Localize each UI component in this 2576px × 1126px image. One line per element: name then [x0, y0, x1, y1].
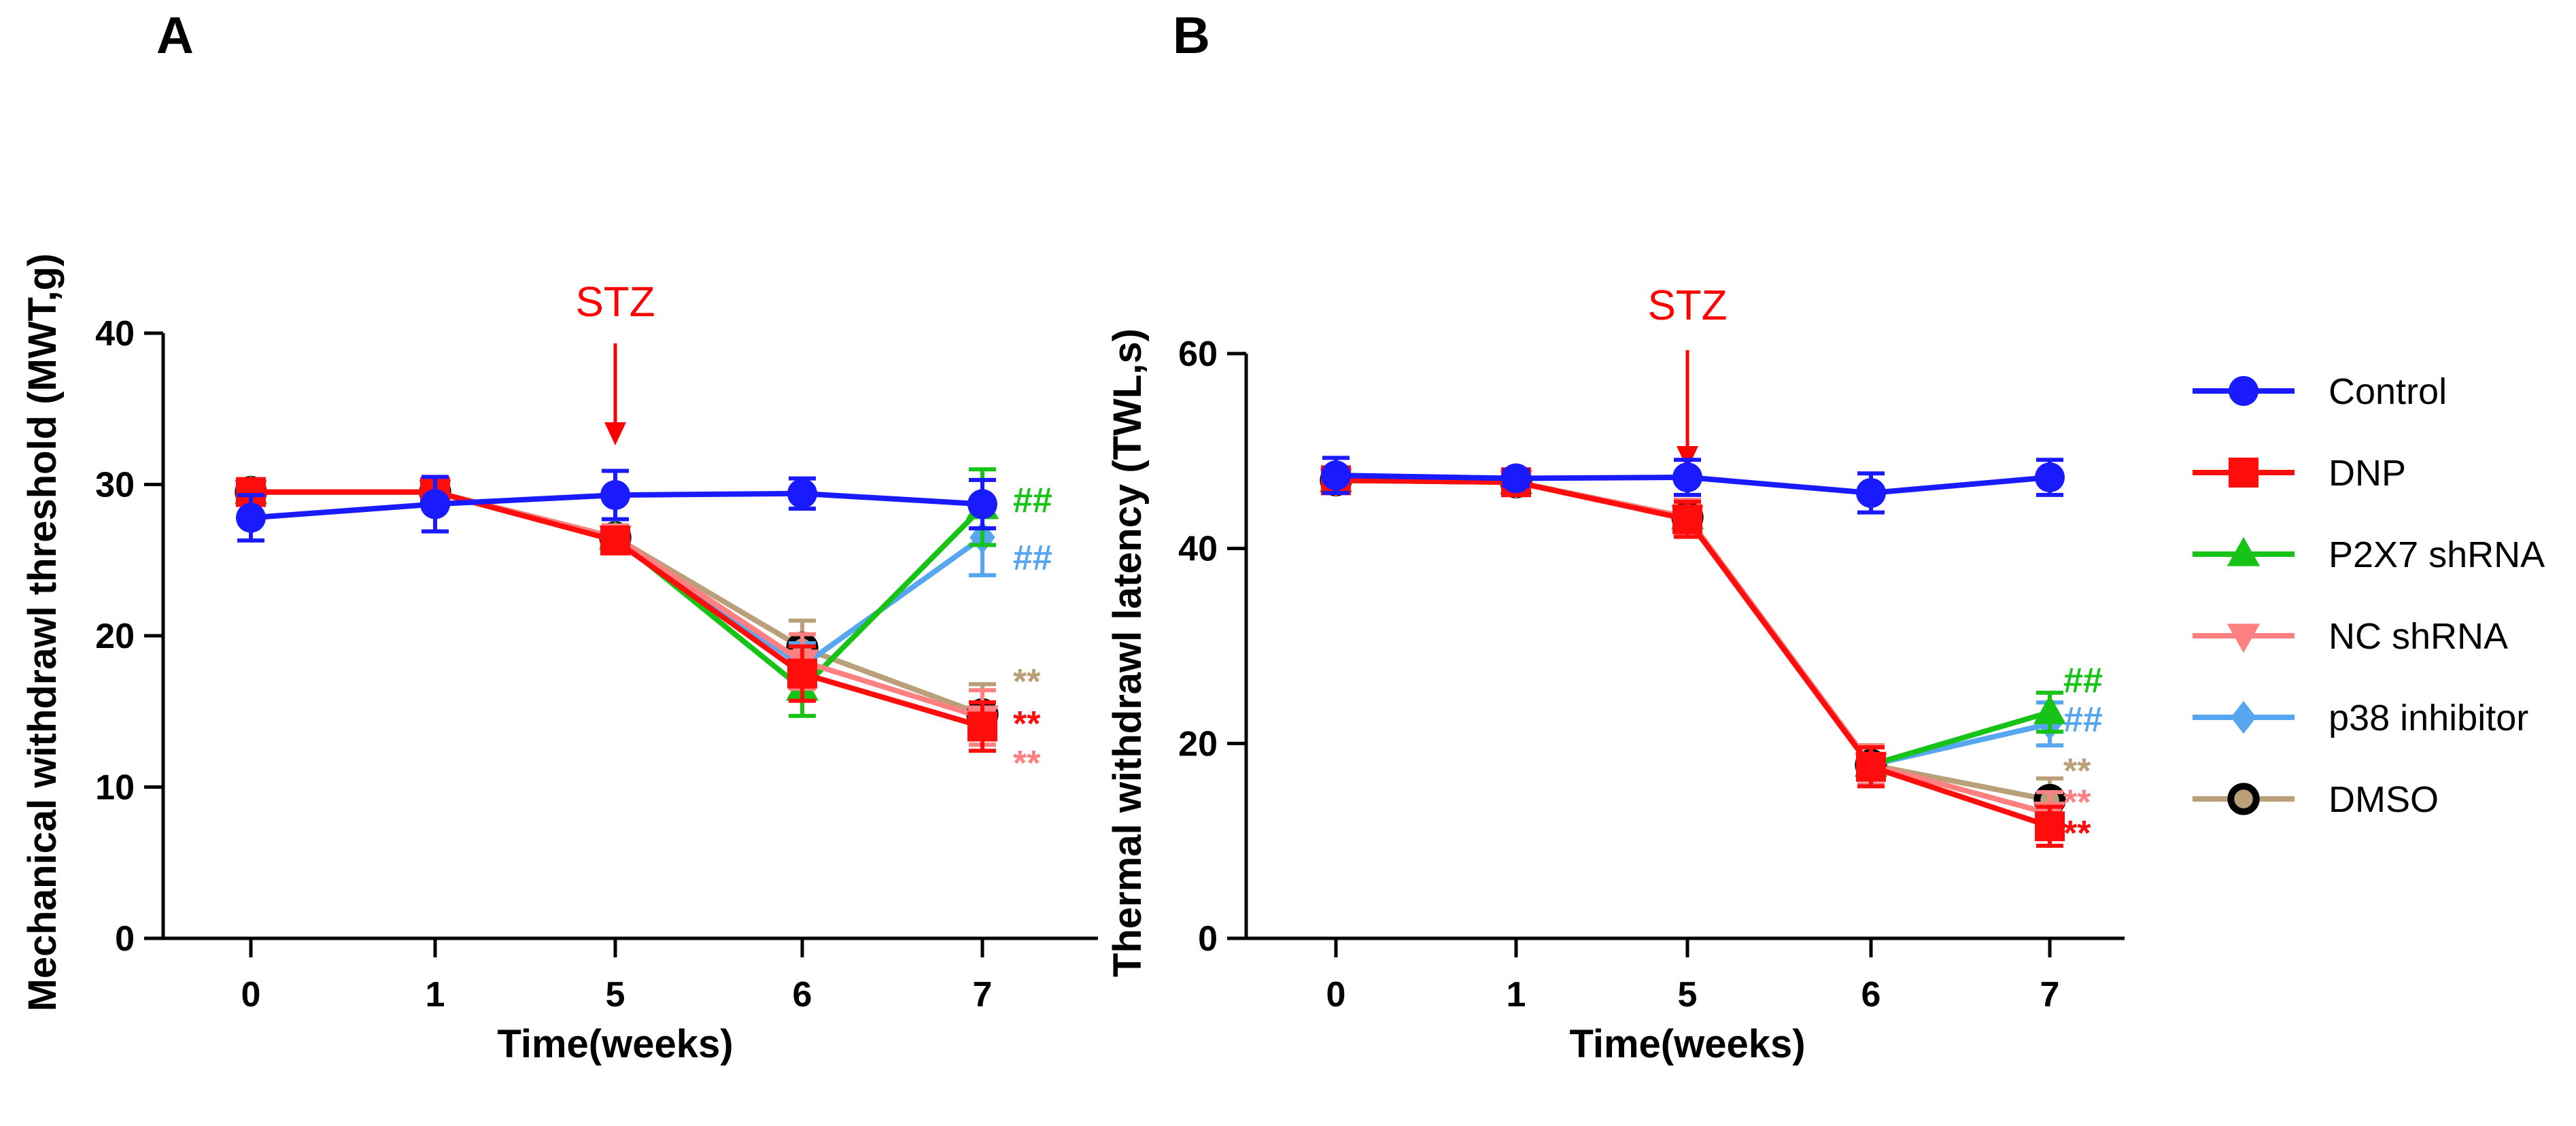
panel-a-x-tick-label: 5 [606, 975, 625, 1014]
panel-a-chart: A Mechanical withdrawl threshold (MWT,g)… [20, 7, 1098, 1066]
legend-marker [2231, 700, 2256, 734]
panel-b-x-tick-label: 5 [1678, 975, 1698, 1014]
panel-a-y-axis-title: Mechanical withdrawl threshold (MWT,g) [20, 254, 65, 1012]
panel-b-y-tick-label: 60 [1178, 335, 1218, 374]
panel-a-control-point [967, 489, 997, 519]
panel-b-significance-label: ## [2063, 661, 2103, 700]
panel-b-x-tick-label: 0 [1326, 975, 1346, 1014]
legend-label: Control [2329, 371, 2447, 412]
panel-a-series-control [236, 468, 997, 543]
panel-b-significance-label: ** [2063, 783, 2091, 822]
panel-a-stz-label: STZ [575, 279, 655, 326]
legend-marker [2229, 376, 2259, 406]
panel-b-chart: B Thermal withdrawl latency (TWL,s) Time… [1105, 7, 2125, 1066]
panel-a-significance-label: ** [1013, 704, 1041, 744]
panel-a-control-point [600, 480, 630, 511]
panel-b-letter: B [1173, 7, 1210, 65]
panel-b-control-point [1672, 462, 1702, 493]
panel-b-stz-label: STZ [1647, 282, 1727, 329]
panel-a-y-tick-label: 40 [95, 314, 135, 354]
panel-b-control-point [1501, 463, 1531, 494]
panel-b-y-tick-label: 40 [1178, 530, 1218, 569]
panel-b-stz-arrow-head [1677, 446, 1698, 469]
panel-a-x-axis-title: Time(weeks) [497, 1022, 733, 1066]
panel-b-x-axis-title: Time(weeks) [1569, 1022, 1805, 1066]
panel-b-x-tick-label: 7 [2040, 975, 2060, 1014]
panel-a-significance-label: ## [1013, 481, 1052, 520]
panel-a-x-tick-label: 7 [973, 975, 993, 1014]
legend-item-dmso: DMSO [2193, 779, 2439, 820]
panel-b-significance-label: ## [2063, 700, 2103, 740]
panel-b-dnp-point [1856, 751, 1886, 782]
panel-a-y-tick-label: 10 [95, 768, 135, 808]
panel-a-dnp-point [967, 711, 997, 742]
legend-label: P2X7 shRNA [2329, 534, 2545, 575]
panel-b-x-tick-label: 6 [1861, 975, 1881, 1014]
panel-a-control-point [420, 489, 450, 519]
panel-b-y-axis-title: Thermal withdrawl latency (TWL,s) [1105, 328, 1150, 977]
panel-a-y-tick-label: 20 [95, 617, 135, 656]
legend-marker [2227, 536, 2261, 566]
panel-a-y-tick-label: 0 [115, 919, 135, 959]
panel-b-control-point [1321, 460, 1351, 491]
legend-item-nc-shrna: NC shRNA [2193, 616, 2508, 657]
legend: Control DNP P2X7 shRNA NC shRNA p38 inhibito… [2193, 371, 2545, 820]
panel-b-control-point [1856, 477, 1886, 508]
panel-a-letter: A [156, 7, 194, 65]
panel-b-y-tick-label: 0 [1198, 919, 1218, 959]
legend-marker [2227, 783, 2260, 815]
panel-a-control-point [236, 502, 266, 533]
legend-item-dnp: DNP [2193, 453, 2406, 494]
panel-a-x-tick-label: 6 [793, 975, 812, 1014]
panel-b-dnp-point [2035, 811, 2065, 842]
panel-b-control-point [2035, 462, 2065, 493]
panel-b-x-tick-label: 1 [1507, 975, 1526, 1014]
panel-b-y-tick-label: 20 [1178, 724, 1218, 764]
panel-b-series-control [1321, 456, 2065, 515]
panel-a-series-dnp [236, 477, 997, 753]
panel-b-dnp-point [1672, 504, 1702, 534]
panel-b-significance-label: ** [2063, 814, 2091, 853]
panel-a-dnp-point [600, 525, 630, 556]
panel-a-stz-arrow-head [604, 422, 626, 445]
legend-marker [2229, 458, 2259, 488]
legend-item-p2x7-shrna: P2X7 shRNA [2193, 534, 2545, 575]
legend-label: DNP [2329, 453, 2406, 494]
panel-a-significance-label: ** [1013, 744, 1041, 783]
legend-label: DMSO [2329, 779, 2439, 820]
panel-a-significance-label: ## [1013, 538, 1052, 577]
panel-a-dnp-point [787, 658, 817, 689]
legend-label: p38 inhibitor [2329, 698, 2528, 738]
legend-item-control: Control [2193, 371, 2447, 412]
panel-a-y-tick-label: 30 [95, 466, 135, 505]
legend-marker [2227, 624, 2261, 653]
legend-label: NC shRNA [2329, 616, 2508, 657]
legend-item-p38-inhibitor: p38 inhibitor [2193, 698, 2528, 738]
panel-a-control-point [787, 478, 817, 509]
panel-b-p2x7-shrna-point [2033, 695, 2067, 725]
panel-a-x-tick-label: 1 [426, 975, 445, 1014]
panel-a-x-tick-label: 0 [241, 975, 261, 1014]
panel-a-significance-label: ** [1013, 662, 1041, 702]
panel-b-significance-label: ** [2063, 751, 2091, 791]
